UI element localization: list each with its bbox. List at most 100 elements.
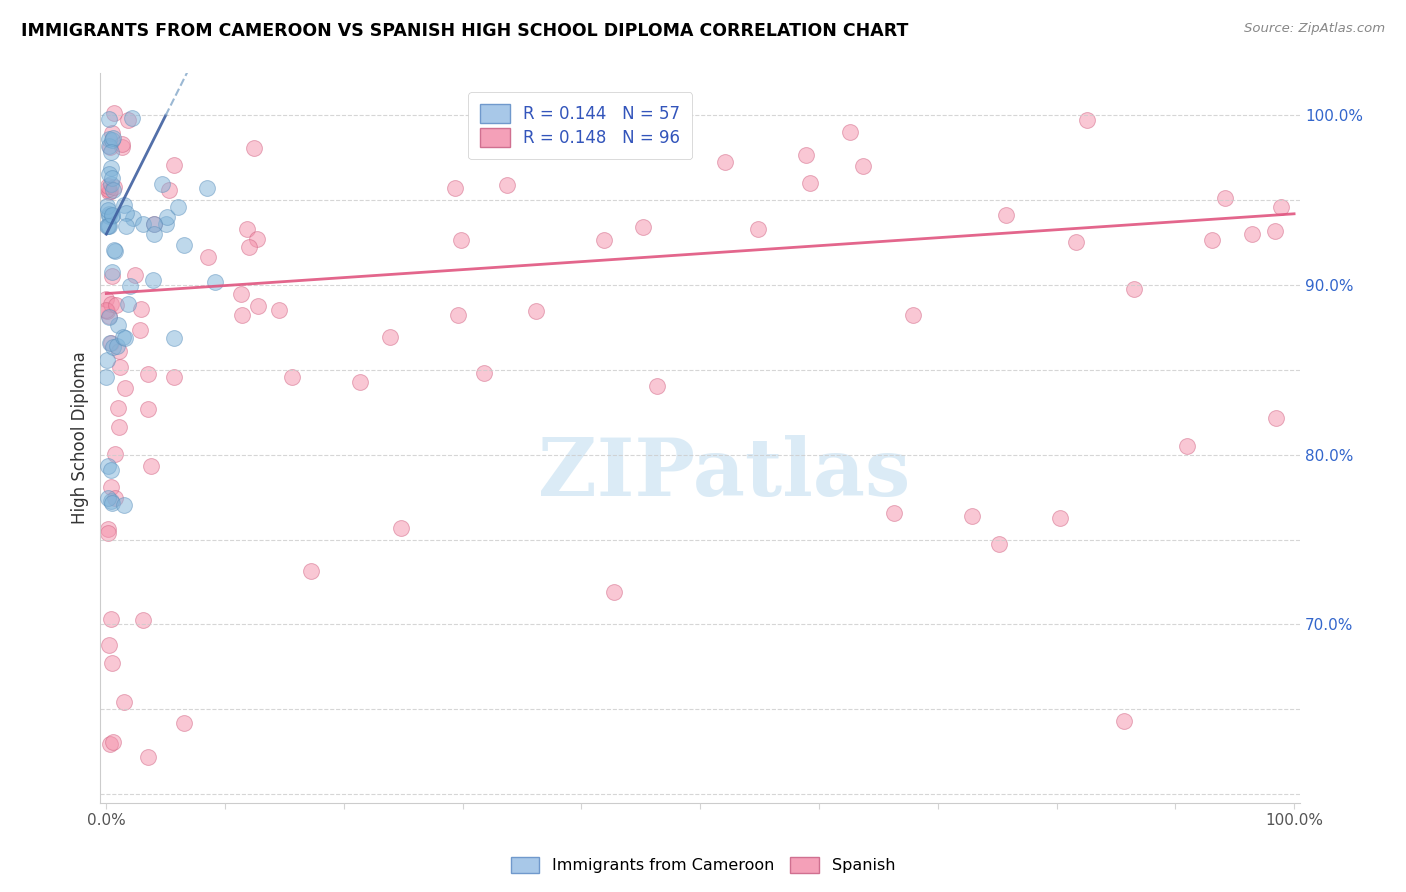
Point [1215, 191, 1237, 205]
Point [163, 331, 186, 345]
Point [883, 506, 905, 520]
Point [204, 275, 226, 289]
Point [633, 219, 655, 234]
Point [104, 298, 127, 312]
Text: Source: ZipAtlas.com: Source: ZipAtlas.com [1244, 22, 1385, 36]
Point [593, 233, 616, 247]
Point [142, 217, 165, 231]
Point [1264, 410, 1286, 425]
Point [97, 638, 120, 652]
Point [163, 370, 186, 384]
Point [98, 219, 121, 233]
Point [107, 420, 129, 434]
Point [100, 296, 122, 310]
Point [122, 211, 145, 226]
Point [112, 198, 135, 212]
Point [107, 318, 129, 332]
Point [112, 695, 135, 709]
Point [150, 177, 173, 191]
Point [112, 330, 135, 344]
Point [794, 148, 817, 162]
Point [132, 217, 155, 231]
Point [603, 585, 626, 599]
Point [108, 359, 131, 374]
Point [124, 268, 146, 282]
Point [100, 612, 122, 626]
Point [173, 716, 195, 731]
Point [447, 308, 470, 322]
Point [96, 370, 118, 384]
Point [115, 206, 138, 220]
Point [107, 401, 129, 415]
Point [96, 293, 118, 307]
Point [97, 522, 120, 536]
Point [98, 184, 121, 198]
Point [129, 301, 152, 316]
Point [98, 207, 121, 221]
Point [100, 161, 122, 176]
Point [98, 167, 121, 181]
Point [238, 240, 260, 254]
Point [1241, 227, 1264, 242]
Point [114, 331, 136, 345]
Point [118, 278, 141, 293]
Point [156, 211, 179, 225]
Point [1270, 201, 1292, 215]
Point [101, 126, 124, 140]
Legend: R = 0.144   N = 57, R = 0.148   N = 96: R = 0.144 N = 57, R = 0.148 N = 96 [468, 92, 692, 159]
Point [901, 308, 924, 322]
Point [280, 369, 302, 384]
Point [645, 379, 668, 393]
Point [195, 180, 218, 194]
Point [101, 171, 124, 186]
Point [136, 750, 159, 764]
Point [443, 180, 465, 194]
Point [97, 459, 120, 474]
Point [114, 498, 136, 512]
Point [299, 564, 322, 578]
Point [496, 178, 519, 193]
Point [101, 209, 124, 223]
Point [98, 309, 121, 323]
Point [236, 222, 259, 236]
Point [100, 145, 122, 159]
Point [157, 183, 180, 197]
Point [142, 217, 165, 231]
Point [246, 231, 269, 245]
Point [96, 304, 118, 318]
Point [104, 244, 127, 258]
Point [380, 329, 402, 343]
Point [101, 268, 124, 283]
Point [117, 113, 139, 128]
Point [104, 447, 127, 461]
Legend: Immigrants from Cameroon, Spanish: Immigrants from Cameroon, Spanish [505, 850, 901, 880]
Point [142, 273, 165, 287]
Point [231, 309, 253, 323]
Point [988, 536, 1011, 550]
Point [852, 159, 875, 173]
Point [231, 286, 253, 301]
Point [132, 614, 155, 628]
Point [96, 199, 118, 213]
Point [1049, 511, 1071, 525]
Point [96, 202, 118, 217]
Point [101, 735, 124, 749]
Point [142, 227, 165, 241]
Point [101, 340, 124, 354]
Point [107, 343, 129, 358]
Point [391, 521, 413, 535]
Point [450, 233, 472, 247]
Point [747, 221, 769, 235]
Point [110, 140, 132, 154]
Point [1263, 224, 1285, 238]
Point [101, 208, 124, 222]
Point [100, 177, 122, 191]
Point [349, 376, 371, 390]
Point [1114, 714, 1136, 729]
Point [121, 111, 143, 125]
Point [97, 182, 120, 196]
Point [97, 219, 120, 233]
Point [111, 136, 134, 151]
Point [100, 494, 122, 508]
Point [96, 219, 118, 233]
